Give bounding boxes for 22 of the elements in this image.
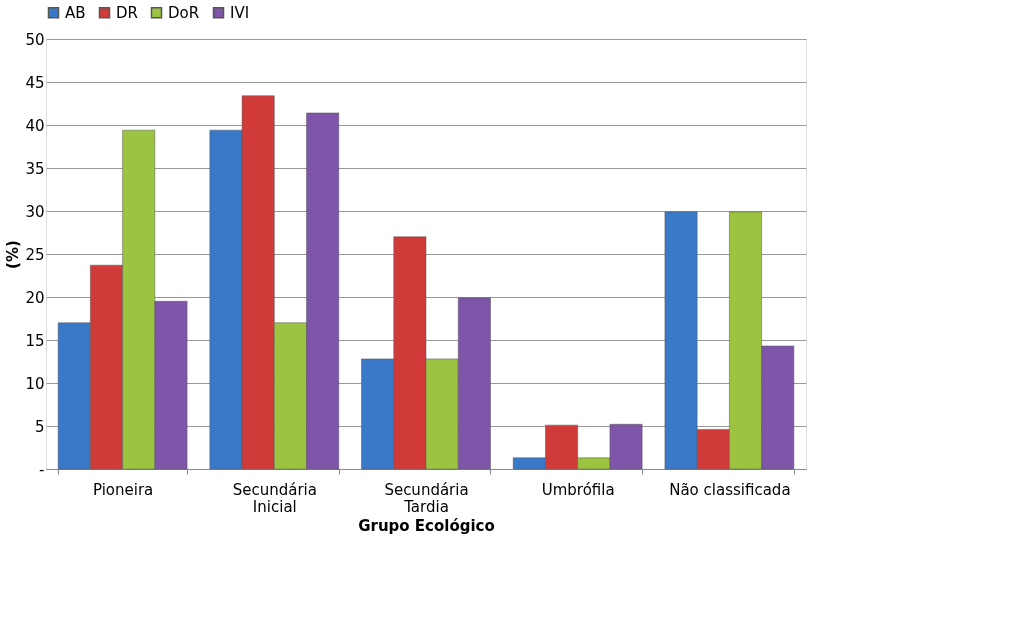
legend-label: DoR: [168, 3, 200, 22]
y-tick-label: 15: [25, 331, 45, 350]
y-tick-label: 25: [25, 245, 45, 264]
y-tick-label: 5: [34, 417, 45, 436]
y-tick-label: 30: [25, 202, 45, 221]
x-axis-title: Grupo Ecológico: [358, 516, 495, 535]
x-tick-label: Pioneira: [92, 480, 154, 499]
legend-label: IVI: [230, 3, 250, 22]
y-axis-title: (%): [4, 240, 23, 269]
y-tick-label: 10: [25, 374, 45, 393]
y-tick-label: 50: [25, 30, 45, 49]
legend-label: DR: [116, 3, 138, 22]
x-tick-label: Umbrófila: [541, 480, 615, 499]
y-tick-label: 35: [25, 159, 45, 178]
y-tick-label: 40: [25, 116, 45, 135]
y-tick-label: 45: [25, 73, 45, 92]
x-tick-label: Não classificada: [669, 480, 791, 499]
legend-label: AB: [65, 3, 86, 22]
x-tick-label: Secundária Inicial: [232, 480, 317, 516]
y-tick-label: -: [39, 460, 45, 479]
x-tick-label: Secundária Tardia: [384, 480, 469, 516]
y-tick-label: 20: [25, 288, 45, 307]
